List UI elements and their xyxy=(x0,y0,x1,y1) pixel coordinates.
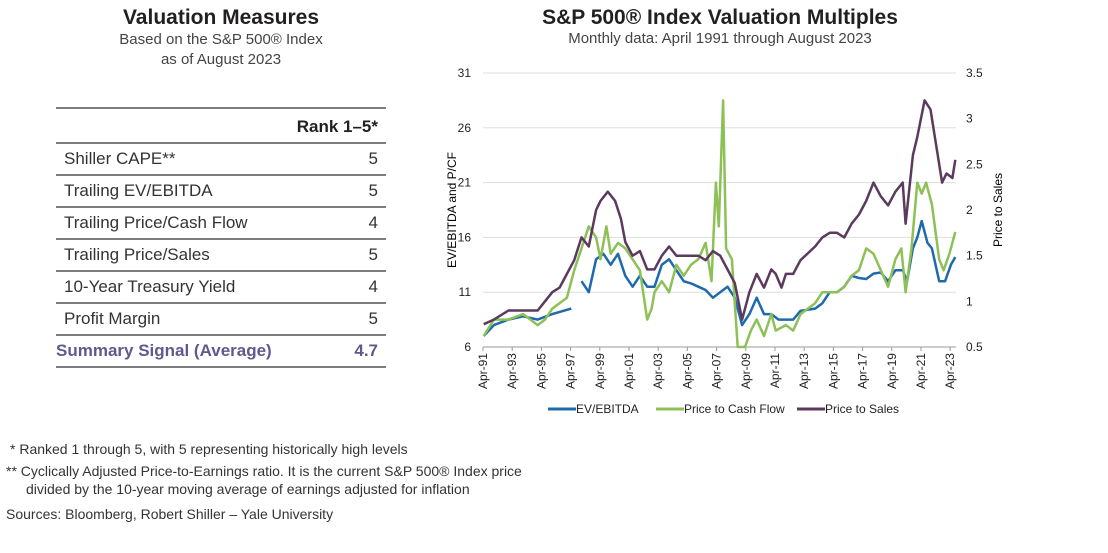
row-label: Trailing Price/Sales xyxy=(56,238,346,271)
row-value: 5 xyxy=(345,302,386,335)
y-tick-label: 31 xyxy=(458,66,472,80)
y-tick-label: 16 xyxy=(458,230,472,244)
chart-header: S&P 500® Index Valuation Multiples Month… xyxy=(440,6,1000,47)
row-value: 4 xyxy=(345,206,386,239)
table-row: 10-Year Treasury Yield 4 xyxy=(56,270,386,303)
legend-label: Price to Sales xyxy=(825,402,899,416)
x-tick-label: Apr-95 xyxy=(534,353,548,389)
table-title: Valuation Measures xyxy=(122,6,320,29)
y-tick-label: 26 xyxy=(458,121,472,135)
table-row: Shiller CAPE** 5 xyxy=(56,142,386,175)
table-subtitle-2: as of August 2023 xyxy=(160,51,282,68)
rank-header: Rank 1–5* xyxy=(56,107,386,143)
y-tick-label: 11 xyxy=(459,285,472,299)
valuation-measures-header: Valuation Measures Based on the S&P 500®… xyxy=(56,6,386,70)
x-tick-label: Apr-23 xyxy=(943,353,957,389)
y2-tick-label: 2.5 xyxy=(966,157,983,171)
y2-tick-label: 3.5 xyxy=(966,66,983,80)
x-tick-label: Apr-19 xyxy=(885,353,899,389)
table-row: Trailing Price/Cash Flow 4 xyxy=(56,206,386,239)
footnote-2-cont: divided by the 10-year moving average of… xyxy=(26,481,470,497)
row-value: 4 xyxy=(345,270,386,303)
row-value: 5 xyxy=(345,238,386,271)
x-tick-label: Apr-15 xyxy=(826,353,840,389)
summary-value: 4.7 xyxy=(345,334,386,368)
x-tick-label: Apr-03 xyxy=(651,353,665,389)
table-row: Profit Margin 5 xyxy=(56,302,386,335)
x-tick-label: Apr-21 xyxy=(914,353,928,389)
table-row: Trailing Price/Sales 5 xyxy=(56,238,386,271)
y2-tick-label: 1 xyxy=(966,294,973,308)
table-subtitle-1: Based on the S&P 500® Index xyxy=(119,31,323,48)
x-tick-label: Apr-11 xyxy=(768,353,782,388)
footnote-1: * Ranked 1 through 5, with 5 representin… xyxy=(10,441,408,457)
x-tick-label: Apr-99 xyxy=(593,353,607,389)
row-label: Profit Margin xyxy=(56,302,346,335)
summary-row: Summary Signal (Average) 4.7 xyxy=(56,334,386,368)
x-tick-label: Apr-91 xyxy=(476,353,490,389)
x-tick-label: Apr-13 xyxy=(797,353,811,389)
row-value: 5 xyxy=(345,142,386,175)
y2-tick-label: 0.5 xyxy=(966,340,983,354)
x-tick-label: Apr-93 xyxy=(505,353,519,389)
y2-axis-label: Price to Sales xyxy=(991,173,1005,247)
y2-tick-label: 2 xyxy=(966,203,973,217)
y-tick-label: 6 xyxy=(464,340,471,354)
row-label: 10-Year Treasury Yield xyxy=(56,270,346,303)
x-tick-label: Apr-97 xyxy=(564,353,578,389)
row-label: Trailing EV/EBITDA xyxy=(56,174,346,207)
x-tick-label: Apr-09 xyxy=(739,353,753,389)
legend-label: EV/EBITDA xyxy=(576,402,639,416)
x-tick-label: Apr-17 xyxy=(856,353,870,389)
legend-label: Price to Cash Flow xyxy=(684,402,785,416)
y-tick-label: 21 xyxy=(458,176,472,190)
x-tick-label: Apr-07 xyxy=(710,353,724,389)
x-tick-label: Apr-05 xyxy=(680,353,694,389)
summary-label: Summary Signal (Average) xyxy=(56,334,346,368)
valuation-table: Rank 1–5* Shiller CAPE** 5 Trailing EV/EB… xyxy=(56,107,386,368)
row-value: 5 xyxy=(345,174,386,207)
row-label: Shiller CAPE** xyxy=(56,142,346,175)
footnote-2: ** Cyclically Adjusted Price-to-Earnings… xyxy=(6,463,522,479)
series-line-price-to-cash-flow xyxy=(482,99,957,349)
y2-tick-label: 3 xyxy=(966,112,973,126)
chart-subtitle: Monthly data: April 1991 through August … xyxy=(568,30,872,47)
y2-tick-label: 1.5 xyxy=(966,249,983,263)
table-row: Trailing EV/EBITDA 5 xyxy=(56,174,386,207)
sources: Sources: Bloomberg, Robert Shiller – Yal… xyxy=(6,506,334,522)
series-line-price-to-sales xyxy=(483,99,957,326)
row-label: Trailing Price/Cash Flow xyxy=(56,206,346,239)
x-tick-label: Apr-01 xyxy=(622,353,636,389)
chart-title: S&P 500® Index Valuation Multiples xyxy=(542,6,898,29)
y-axis-label: EV/EBITDA and P/CF xyxy=(445,152,459,268)
